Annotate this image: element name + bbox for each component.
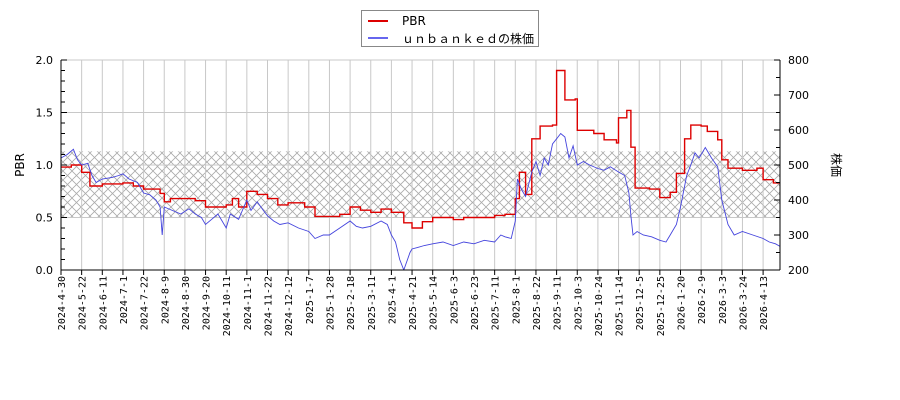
hatched-band [61, 151, 780, 218]
x-tick-label: 2025-1-28 [325, 276, 336, 330]
right-axis-title: 株価 [829, 153, 844, 177]
left-tick-label: 1.5 [36, 107, 54, 120]
x-tick-label: 2025-7-11 [491, 276, 502, 330]
right-tick-label: 700 [788, 89, 809, 102]
x-tick-label: 2025-5-14 [429, 276, 440, 330]
x-tick-label: 2025-10-3 [573, 276, 584, 330]
left-tick-label: 0.5 [36, 212, 54, 225]
grid-lines [60, 59, 780, 271]
x-tick-label: 2025-2-18 [346, 276, 357, 330]
x-tick-label: 2025-11-14 [615, 276, 626, 336]
x-tick-label: 2025-10-24 [594, 276, 605, 336]
x-tick-label: 2025-3-11 [367, 276, 378, 330]
x-tick-label: 2024-9-20 [202, 276, 213, 330]
x-tick-label: 2026-3-3 [718, 276, 729, 324]
right-tick-label: 800 [788, 54, 809, 67]
x-tick-label: 2025-1-7 [305, 276, 316, 324]
x-tick-label: 2026-3-24 [738, 276, 749, 330]
x-tick-label: 2025-6-3 [449, 276, 460, 324]
x-tick-label: 2025-8-1 [511, 276, 522, 324]
x-tick-label: 2025-6-23 [470, 276, 481, 330]
axes: 0.0 0.5 1.0 1.5 2.0 200 300 400 500 600 700 800 2024… [36, 54, 810, 336]
x-tick-label: 2024-10-11 [222, 276, 233, 336]
left-tick-label: 1.0 [36, 159, 54, 172]
series-lines [61, 69, 780, 270]
legend-label: PBR [402, 14, 426, 28]
x-tick-label: 2024-4-30 [57, 276, 68, 330]
x-tick-label: 2025-12-5 [635, 276, 646, 330]
x-tick-label: 2024-11-1 [243, 276, 254, 330]
left-axis-title: PBR [13, 153, 27, 177]
x-tick-label: 2025-12-25 [656, 276, 667, 336]
x-tick-label: 2026-4-13 [759, 276, 770, 330]
x-tick-label: 2024-12-12 [284, 276, 295, 336]
x-tick-label: 2025-8-22 [532, 276, 543, 330]
legend-swatch-red [368, 20, 388, 22]
left-tick-label: 0.0 [36, 264, 54, 277]
legend-item-pbr: PBR [368, 13, 426, 29]
left-tick-label: 2.0 [36, 54, 54, 67]
x-tick-label: 2024-6-11 [98, 276, 109, 330]
x-tick-label: 2024-7-1 [119, 276, 130, 324]
legend-swatch-blue [368, 37, 388, 39]
stock-price-line [61, 132, 780, 270]
right-tick-label: 400 [788, 194, 809, 207]
x-tick-label: 2026-1-20 [677, 276, 688, 330]
x-tick-label: 2026-2-9 [697, 276, 708, 324]
x-tick-label: 2025-9-11 [553, 276, 564, 330]
x-tick-label: 2024-8-9 [160, 276, 171, 324]
legend: PBR ｕｎｂａｎｋｅｄの株価 [361, 10, 539, 47]
right-tick-label: 200 [788, 264, 809, 277]
x-tick-label: 2024-5-22 [78, 276, 89, 330]
pbr-line [61, 69, 780, 229]
right-tick-label: 500 [788, 159, 809, 172]
right-tick-label: 600 [788, 124, 809, 137]
x-tick-label: 2024-11-22 [264, 276, 275, 336]
x-tick-label: 2024-7-22 [140, 276, 151, 330]
legend-label: ｕｎｂａｎｋｅｄの株価 [402, 31, 535, 46]
right-tick-label: 300 [788, 229, 809, 242]
legend-item-price: ｕｎｂａｎｋｅｄの株価 [368, 30, 534, 46]
x-tick-label: 2024-8-30 [181, 276, 192, 330]
x-tick-label: 2025-4-21 [408, 276, 419, 330]
x-tick-label: 2025-4-1 [387, 276, 398, 324]
